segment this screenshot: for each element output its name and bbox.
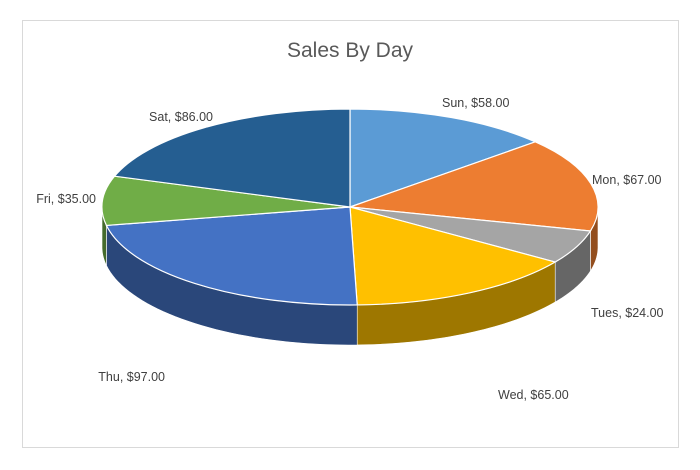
data-label-mon: Mon, $67.00 (592, 173, 662, 187)
data-label-sun: Sun, $58.00 (442, 96, 509, 110)
slice-sat (113, 108, 351, 208)
data-label-fri: Fri, $35.00 (36, 192, 96, 206)
data-label-wed: Wed, $65.00 (498, 388, 569, 402)
slice-mon (349, 141, 599, 232)
data-label-sat: Sat, $86.00 (149, 110, 213, 124)
slice-thu (105, 206, 358, 306)
data-label-tues: Tues, $24.00 (591, 306, 664, 320)
data-label-thu: Thu, $97.00 (98, 370, 165, 384)
slice-sun (349, 108, 537, 208)
slice-fri (101, 175, 351, 227)
chart-title: Sales By Day (287, 39, 414, 62)
slice-wed (349, 206, 557, 306)
